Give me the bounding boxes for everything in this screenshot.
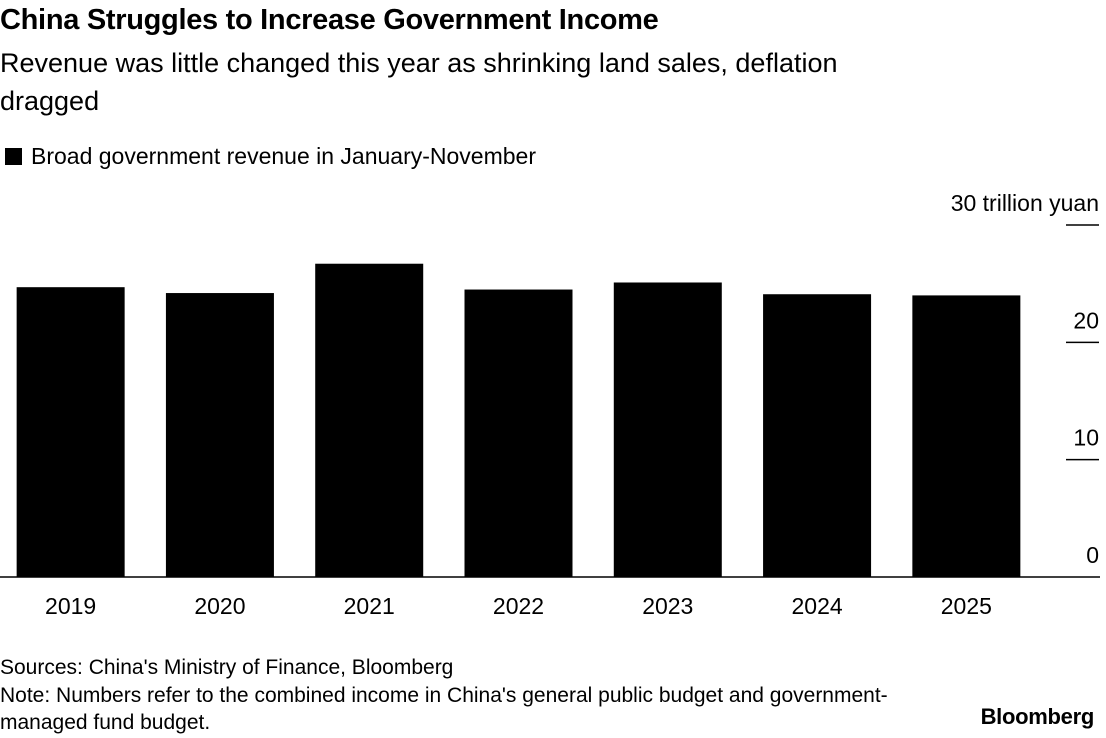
x-tick-label: 2023 xyxy=(642,593,693,619)
y-tick-label: 20 xyxy=(1073,307,1099,333)
bars-group xyxy=(16,263,1021,577)
x-tick-label: 2025 xyxy=(941,593,992,619)
x-tick-label: 2020 xyxy=(194,593,245,619)
bar-2024 xyxy=(763,294,872,577)
sources-text: Sources: China's Ministry of Finance, Bl… xyxy=(0,656,454,679)
bar-2021 xyxy=(315,263,424,577)
y-tick-label: 10 xyxy=(1073,425,1099,451)
y-tick-label: 0 xyxy=(1086,542,1099,568)
x-tick-label: 2024 xyxy=(791,593,842,619)
note-text: Note: Numbers refer to the combined inco… xyxy=(0,684,888,734)
y-tick-label: 30 trillion yuan xyxy=(951,190,1099,216)
chart-title: China Struggles to Increase Government I… xyxy=(0,4,659,36)
bloomberg-logo: Bloomberg xyxy=(980,704,1095,729)
legend-swatch xyxy=(5,148,22,165)
bar-2019 xyxy=(16,287,125,577)
x-axis: 2019 2020 2021 2022 2023 2024 2025 xyxy=(0,576,1100,619)
legend: Broad government revenue in January-Nove… xyxy=(0,143,536,170)
bar-2020 xyxy=(165,293,274,577)
x-tick-label: 2022 xyxy=(493,593,544,619)
bar-2025 xyxy=(912,295,1021,577)
legend-label: Broad government revenue in January-Nove… xyxy=(31,143,536,169)
bar-2023 xyxy=(613,282,722,577)
bar-2022 xyxy=(464,289,573,577)
chart-subtitle: Revenue was little changed this year as … xyxy=(0,48,838,116)
x-tick-label: 2021 xyxy=(344,593,395,619)
y-axis: 0 10 20 30 trillion yuan xyxy=(951,190,1099,568)
x-tick-label: 2019 xyxy=(45,593,96,619)
